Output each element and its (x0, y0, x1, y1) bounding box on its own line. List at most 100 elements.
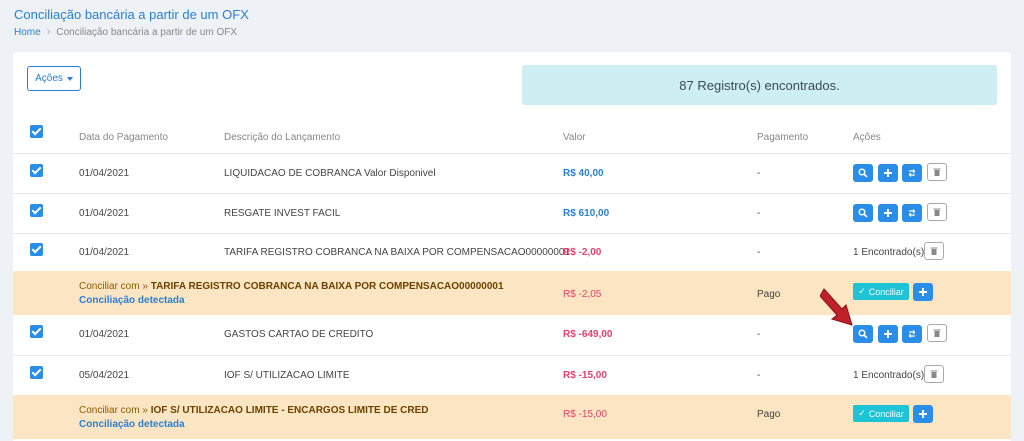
plus-icon (919, 288, 927, 296)
conciliar-label: Conciliar (868, 286, 904, 297)
search-icon (858, 208, 868, 218)
trash-icon (930, 370, 938, 378)
row-date: 01/04/2021 (79, 329, 130, 340)
table-row: 01/04/2021 LIQUIDACAO DE COBRANCA Valor … (13, 153, 1011, 193)
breadcrumb: Home › Conciliação bancária a partir de … (14, 26, 237, 38)
results-card: Ações 87 Registro(s) encontrados. Data d… (13, 52, 1011, 441)
row-checkbox[interactable] (30, 243, 43, 256)
match-payment: Pago (757, 409, 781, 420)
row-payment: - (757, 247, 761, 258)
caret-down-icon (66, 76, 73, 81)
header-description: Descrição do Lançamento (224, 132, 341, 143)
match-value: R$ -2,05 (563, 289, 602, 300)
records-count-text: 87 Registro(s) encontrados. (679, 77, 840, 93)
retweet-icon (908, 330, 916, 338)
transfer-button[interactable] (902, 325, 922, 343)
transfer-button[interactable] (902, 204, 922, 222)
row-value: R$ -15,00 (563, 370, 607, 381)
plus-icon (884, 330, 892, 338)
row-payment: - (757, 370, 761, 381)
plus-icon (884, 169, 892, 177)
match-detected[interactable]: Conciliação detectada (79, 419, 185, 430)
records-count-banner: 87 Registro(s) encontrados. (522, 65, 997, 105)
delete-button[interactable] (924, 242, 944, 260)
row-date: 01/04/2021 (79, 208, 130, 219)
header-actions: Ações (853, 132, 881, 143)
add-button[interactable] (913, 283, 933, 301)
retweet-icon (908, 209, 916, 217)
select-all-checkbox[interactable] (30, 125, 43, 138)
table-row: 01/04/2021 TARIFA REGISTRO COBRANCA NA B… (13, 233, 1011, 271)
plus-icon (919, 410, 927, 418)
row-checkbox[interactable] (30, 366, 43, 379)
table-row: 01/04/2021 RESGATE INVEST FACIL R$ 610,0… (13, 193, 1011, 233)
add-button[interactable] (913, 405, 933, 423)
delete-button[interactable] (924, 365, 944, 383)
annotation-arrow-icon (820, 288, 853, 326)
row-description: LIQUIDACAO DE COBRANCA Valor Disponivel (224, 168, 436, 179)
table-row: 01/04/2021 GASTOS CARTAO DE CREDITO R$ -… (13, 315, 1011, 355)
row-checkbox[interactable] (30, 204, 43, 217)
found-count: 1 Encontrado(s) (853, 370, 925, 381)
conciliar-label: Conciliar (868, 408, 904, 419)
retweet-icon (908, 169, 916, 177)
breadcrumb-current: Conciliação bancária a partir de um OFX (56, 26, 237, 38)
breadcrumb-home[interactable]: Home (14, 26, 41, 38)
transfer-button[interactable] (902, 164, 922, 182)
add-button[interactable] (878, 204, 898, 222)
row-description: IOF S/ UTILIZACAO LIMITE (224, 370, 350, 381)
trash-icon (930, 247, 938, 255)
header-payment: Pagamento (757, 132, 809, 143)
row-payment: - (757, 329, 761, 340)
match-row: Conciliar com » IOF S/ UTILIZACAO LIMITE… (13, 395, 1011, 439)
row-description: TARIFA REGISTRO COBRANCA NA BAIXA POR CO… (224, 247, 571, 258)
conciliar-button[interactable]: ✓ Conciliar (853, 405, 909, 422)
row-date: 01/04/2021 (79, 168, 130, 179)
search-button[interactable] (853, 325, 873, 343)
delete-button[interactable] (927, 163, 947, 181)
row-value: R$ -649,00 (563, 329, 613, 340)
match-target: IOF S/ UTILIZACAO LIMITE - ENCARGOS LIMI… (150, 405, 429, 416)
row-value: R$ 40,00 (563, 168, 604, 179)
match-payment: Pago (757, 289, 781, 300)
plus-icon (884, 209, 892, 217)
search-button[interactable] (853, 204, 873, 222)
row-date: 01/04/2021 (79, 247, 130, 258)
search-icon (858, 168, 868, 178)
add-button[interactable] (878, 325, 898, 343)
match-value: R$ -15,00 (563, 409, 607, 420)
match-detected[interactable]: Conciliação detectada (79, 295, 185, 306)
delete-button[interactable] (927, 324, 947, 342)
row-checkbox[interactable] (30, 164, 43, 177)
row-description: RESGATE INVEST FACIL (224, 208, 341, 219)
match-label: Conciliar com » IOF S/ UTILIZACAO LIMITE… (79, 405, 428, 416)
acoes-dropdown-button[interactable]: Ações (27, 66, 81, 91)
match-target: TARIFA REGISTRO COBRANCA NA BAIXA POR CO… (150, 281, 504, 292)
row-checkbox[interactable] (30, 325, 43, 338)
page-title: Conciliação bancária a partir de um OFX (14, 7, 249, 22)
table-row: 05/04/2021 IOF S/ UTILIZACAO LIMITE R$ -… (13, 355, 1011, 395)
match-row: Conciliar com » TARIFA REGISTRO COBRANCA… (13, 271, 1011, 315)
chevron-right-icon: › (46, 26, 51, 38)
found-count: 1 Encontrado(s) (853, 247, 925, 258)
check-icon: ✓ (858, 286, 866, 296)
trash-icon (933, 329, 941, 337)
search-icon (858, 329, 868, 339)
conciliar-button[interactable]: ✓ Conciliar (853, 283, 909, 300)
acoes-label: Ações (35, 73, 63, 84)
row-description: GASTOS CARTAO DE CREDITO (224, 329, 374, 340)
trash-icon (933, 168, 941, 176)
row-date: 05/04/2021 (79, 370, 130, 381)
row-payment: - (757, 168, 761, 179)
delete-button[interactable] (927, 203, 947, 221)
trash-icon (933, 208, 941, 216)
match-label: Conciliar com » TARIFA REGISTRO COBRANCA… (79, 281, 504, 292)
check-icon: ✓ (858, 408, 866, 418)
match-prefix: Conciliar com » (79, 281, 148, 292)
header-date: Data do Pagamento (79, 132, 168, 143)
search-button[interactable] (853, 164, 873, 182)
row-value: R$ -2,00 (563, 247, 602, 258)
match-prefix: Conciliar com » (79, 405, 148, 416)
row-value: R$ 610,00 (563, 208, 610, 219)
add-button[interactable] (878, 164, 898, 182)
